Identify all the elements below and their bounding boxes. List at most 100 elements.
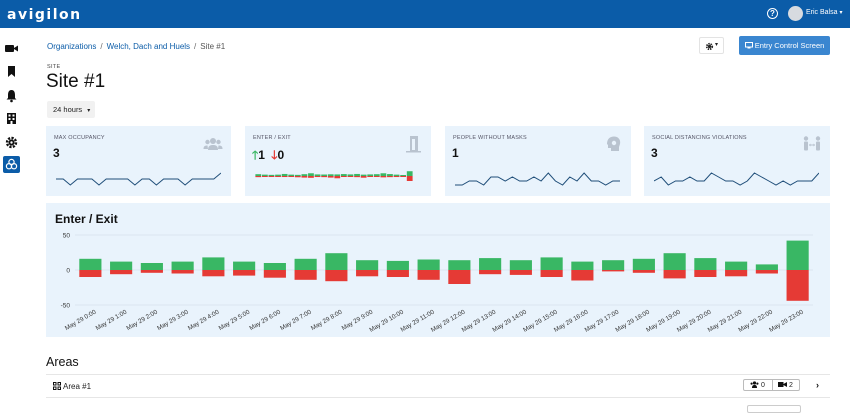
- exit-bar[interactable]: [602, 270, 625, 272]
- x-tick-label: May 29 3:00: [156, 308, 190, 332]
- exit-bar[interactable]: [233, 270, 256, 276]
- gear-icon: [705, 42, 714, 51]
- mini-enter-bar: [387, 174, 393, 176]
- enter-bar[interactable]: [110, 261, 133, 270]
- enter-bar[interactable]: [140, 263, 163, 270]
- enter-bar[interactable]: [79, 258, 102, 270]
- enter-bar[interactable]: [509, 260, 532, 270]
- exit-bar[interactable]: [417, 270, 440, 280]
- bookmark-icon[interactable]: [3, 63, 20, 80]
- mini-enter-bar: [294, 174, 301, 176]
- brand-logo[interactable]: avigilon: [7, 7, 82, 23]
- card-people-without-masks[interactable]: PEOPLE WITHOUT MASKS 1: [445, 126, 631, 196]
- breadcrumb-organizations[interactable]: Organizations: [47, 42, 97, 51]
- biohazard-icon[interactable]: [3, 156, 20, 173]
- enter-bar[interactable]: [694, 258, 717, 270]
- mini-enter-bar: [360, 174, 367, 176]
- mini-exit-bar: [261, 176, 268, 177]
- entry-control-screen-button[interactable]: Entry Control Screen: [739, 36, 830, 55]
- mini-enter-bar: [400, 175, 407, 176]
- area-row[interactable]: Area #1 0 2 ›: [46, 374, 830, 398]
- mini-enter-bar: [261, 174, 268, 176]
- top-bar: avigilon ? Eric Balsa ▾: [0, 0, 850, 28]
- sparkline-max-occupancy: [56, 172, 221, 186]
- chevron-down-icon: ▾: [839, 10, 843, 16]
- enter-bar[interactable]: [233, 261, 256, 270]
- enter-bar[interactable]: [448, 260, 471, 270]
- building-icon[interactable]: [3, 110, 20, 127]
- enter-bar[interactable]: [171, 261, 194, 270]
- enter-bar[interactable]: [663, 253, 686, 270]
- exit-bar[interactable]: [632, 270, 655, 273]
- time-range-label: 24 hours: [53, 105, 83, 114]
- users-icon: [750, 381, 759, 388]
- exit-bar[interactable]: [140, 270, 163, 273]
- enter-bar[interactable]: [479, 258, 502, 270]
- exit-bar[interactable]: [448, 270, 471, 284]
- card-social-distancing[interactable]: SOCIAL DISTANCING VIOLATIONS 3: [644, 126, 830, 196]
- enter-bar[interactable]: [725, 261, 748, 270]
- area-name[interactable]: Area #1: [53, 382, 91, 391]
- exit-bar[interactable]: [540, 270, 563, 277]
- avatar[interactable]: [788, 6, 803, 21]
- enter-exit-chart-panel: Enter / Exit 50 0 -50 May 29 0:00 May 29 1:0…: [46, 203, 830, 337]
- help-icon[interactable]: ?: [767, 8, 778, 19]
- exit-bar[interactable]: [110, 270, 133, 275]
- enter-bar[interactable]: [356, 260, 379, 270]
- enter-bar[interactable]: [294, 258, 317, 270]
- exit-bar[interactable]: [325, 270, 348, 282]
- chevron-down-icon: ▾: [715, 42, 719, 48]
- enter-bar[interactable]: [571, 261, 594, 270]
- sparkline-line: [654, 172, 819, 186]
- mini-exit-bar: [367, 176, 374, 177]
- exit-bar[interactable]: [171, 270, 194, 274]
- exit-bar[interactable]: [725, 270, 748, 277]
- mini-exit-bar: [373, 176, 380, 177]
- exit-bar[interactable]: [786, 270, 809, 301]
- mini-enter-bar: [314, 174, 321, 176]
- enter-bar[interactable]: [755, 264, 778, 270]
- distance-icon: [803, 136, 821, 151]
- time-range-dropdown[interactable]: 24 hours ▾: [47, 101, 95, 118]
- exit-bar[interactable]: [79, 270, 102, 277]
- enter-bar[interactable]: [202, 257, 225, 270]
- camera-icon[interactable]: [3, 40, 20, 57]
- card-max-occupancy[interactable]: MAX OCCUPANCY 3: [46, 126, 231, 196]
- exit-bar[interactable]: [294, 270, 317, 280]
- chevron-right-icon[interactable]: ›: [816, 380, 819, 390]
- breadcrumb-current: Site #1: [200, 42, 226, 51]
- enter-bar[interactable]: [386, 260, 409, 270]
- mini-exit-bar: [387, 176, 393, 178]
- sparkline-social-distancing: [654, 172, 819, 186]
- enter-bar[interactable]: [632, 258, 655, 270]
- settings-dropdown-button[interactable]: ▾: [699, 37, 724, 54]
- mini-exit-bar: [275, 176, 281, 177]
- card-enter-exit[interactable]: ENTER / EXIT 🡑1 🡓0: [245, 126, 431, 196]
- exit-bar[interactable]: [571, 270, 594, 281]
- area-icon: [53, 382, 61, 390]
- exit-bar[interactable]: [509, 270, 532, 275]
- exit-bar[interactable]: [755, 270, 778, 274]
- enter-bar[interactable]: [325, 253, 348, 270]
- enter-bar[interactable]: [417, 259, 440, 271]
- mini-enter-bar: [268, 174, 275, 176]
- arrow-up-icon: 🡑: [252, 148, 259, 162]
- exit-bar[interactable]: [263, 270, 286, 278]
- bell-icon[interactable]: [3, 87, 20, 104]
- exit-bar[interactable]: [386, 270, 409, 277]
- exit-bar[interactable]: [202, 270, 225, 277]
- enter-bar[interactable]: [540, 257, 563, 270]
- gear-icon[interactable]: [3, 134, 20, 151]
- enter-bar[interactable]: [263, 263, 286, 270]
- exit-bar[interactable]: [663, 270, 686, 279]
- exit-bar[interactable]: [356, 270, 379, 277]
- areas-heading: Areas: [46, 355, 79, 369]
- mini-enter-bar: [321, 174, 328, 176]
- breadcrumb-organization[interactable]: Welch, Dach and Huels: [106, 42, 191, 51]
- user-menu[interactable]: Eric Balsa ▾: [806, 9, 843, 16]
- exit-bar[interactable]: [479, 270, 502, 275]
- exit-bar[interactable]: [694, 270, 717, 277]
- enter-bar[interactable]: [786, 240, 809, 270]
- enter-bar[interactable]: [602, 260, 625, 270]
- mini-enter-bar: [354, 173, 360, 176]
